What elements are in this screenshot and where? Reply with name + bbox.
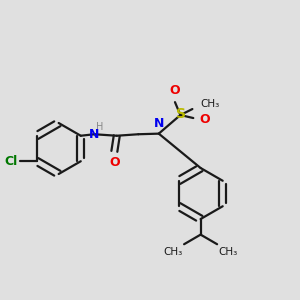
Text: N: N <box>154 117 164 130</box>
Text: CH₃: CH₃ <box>200 99 220 109</box>
Text: O: O <box>200 113 210 126</box>
Text: S: S <box>176 107 186 121</box>
Text: CH₃: CH₃ <box>163 247 183 256</box>
Text: Cl: Cl <box>4 155 18 168</box>
Text: N: N <box>89 128 99 141</box>
Text: O: O <box>170 84 180 97</box>
Text: CH₃: CH₃ <box>219 247 238 256</box>
Text: O: O <box>109 156 120 169</box>
Text: H: H <box>96 122 103 132</box>
